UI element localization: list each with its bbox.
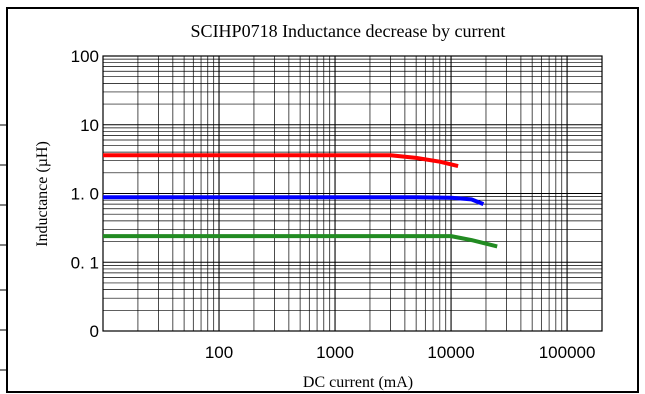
y-tick-labels: 100 10 1. 0 0. 1 0: [71, 47, 99, 341]
x-tick-labels: 100 1000 10000 100000: [205, 343, 596, 362]
left-edge-marks: [0, 124, 6, 371]
plot-grid: [103, 56, 602, 331]
y-tick-label: 0: [90, 322, 99, 341]
series-line-1: [103, 153, 459, 169]
series-line-3: [103, 234, 498, 249]
x-tick-label: 10000: [427, 343, 474, 362]
series-line-2: [103, 195, 485, 206]
x-axis-label: DC current (mA): [303, 374, 413, 391]
x-tick-label: 100000: [539, 343, 596, 362]
x-tick-label: 1000: [316, 343, 354, 362]
x-tick-label: 100: [205, 343, 233, 362]
y-tick-label: 10: [80, 116, 99, 135]
y-tick-label: 100: [71, 47, 99, 66]
plot-area-border: [102, 55, 603, 332]
chart-title: SCIHP0718 Inductance decrease by current: [191, 21, 506, 41]
y-axis-label: Inductance (µH): [34, 141, 51, 247]
y-tick-label: 1. 0: [71, 185, 99, 204]
y-tick-label: 0. 1: [71, 253, 99, 272]
series-layer: [103, 153, 498, 249]
